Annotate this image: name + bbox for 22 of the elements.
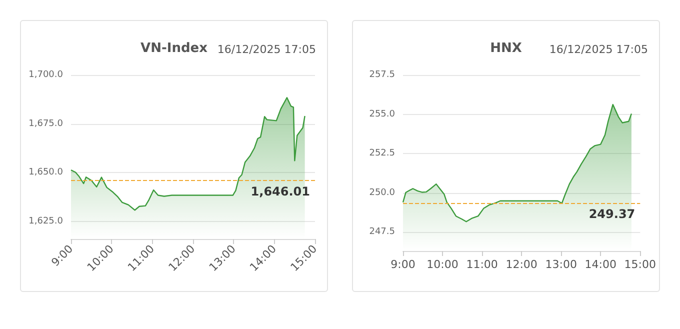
y-tick-label: 1,625.0 [28,216,64,226]
chart-subtitle: 16/12/2025 17:05 [549,43,648,56]
x-tick-label: 13:00 [545,258,577,271]
ref-line-label: 249.37 [588,206,636,221]
y-tick-label: 247.5 [369,227,395,238]
ref-line-label: 1,646.01 [250,184,310,198]
chart-title: VN-Index [140,41,208,56]
y-tick-label: 255.0 [369,109,396,120]
x-tick-label: 15:00 [624,258,656,271]
y-tick-label: 1,700.0 [28,70,64,80]
y-tick-label: 257.5 [369,70,395,80]
y-tick-label: 252.5 [369,148,395,159]
chart-title: HNX [490,41,522,56]
y-tick-label: 1,650.0 [28,168,64,178]
x-tick-label: 11:00 [466,258,498,271]
y-tick-label: 1,675.0 [28,118,64,129]
y-tick-label: 250.0 [369,188,396,198]
chart-subtitle: 16/12/2025 17:05 [217,43,316,56]
x-tick-label: 10:00 [426,258,458,271]
x-tick-label: 14:00 [584,258,616,271]
x-tick-label: 12:00 [506,258,538,271]
x-tick-label: 9:00 [390,258,416,271]
